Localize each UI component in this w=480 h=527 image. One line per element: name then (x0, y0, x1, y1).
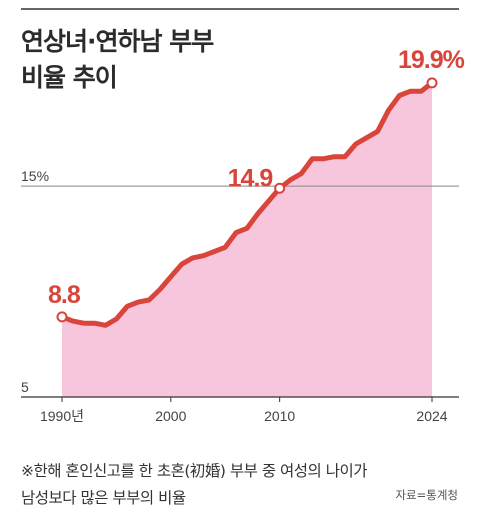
y-tick-label-15: 15% (21, 168, 49, 184)
x-tick-label-2000: 2000 (155, 408, 186, 424)
point-marker-1990 (56, 311, 68, 323)
data-label-1990: 8.8 (48, 281, 81, 309)
series-line (59, 80, 435, 328)
source-credit: 자료=통계청 (395, 488, 458, 502)
chart-title-line-2: 비율 추이 (21, 63, 118, 92)
x-tick-label-2024: 2024 (416, 408, 447, 424)
area-fill (62, 82, 432, 398)
data-label-2010: 14.9 (228, 164, 273, 192)
chart-title-line-1: 연상녀·연하남 부부 (21, 27, 214, 56)
top-rule (21, 8, 459, 10)
data-label-2024: 19.9% (398, 46, 465, 74)
x-tick-label-2010: 2010 (264, 408, 295, 424)
footnote: ※한해 혼인신고를 한 초혼(初婚) 부부 중 여성의 나이가 남성보다 많은 … (21, 462, 368, 507)
point-marker-2010 (274, 182, 286, 194)
chart-title: 연상녀·연하남 부부 비율 추이 (21, 24, 214, 96)
y-tick-label-5: 5 (21, 379, 29, 395)
x-tick-label-1990: 1990년 (40, 408, 84, 424)
point-marker-2024 (426, 77, 438, 89)
